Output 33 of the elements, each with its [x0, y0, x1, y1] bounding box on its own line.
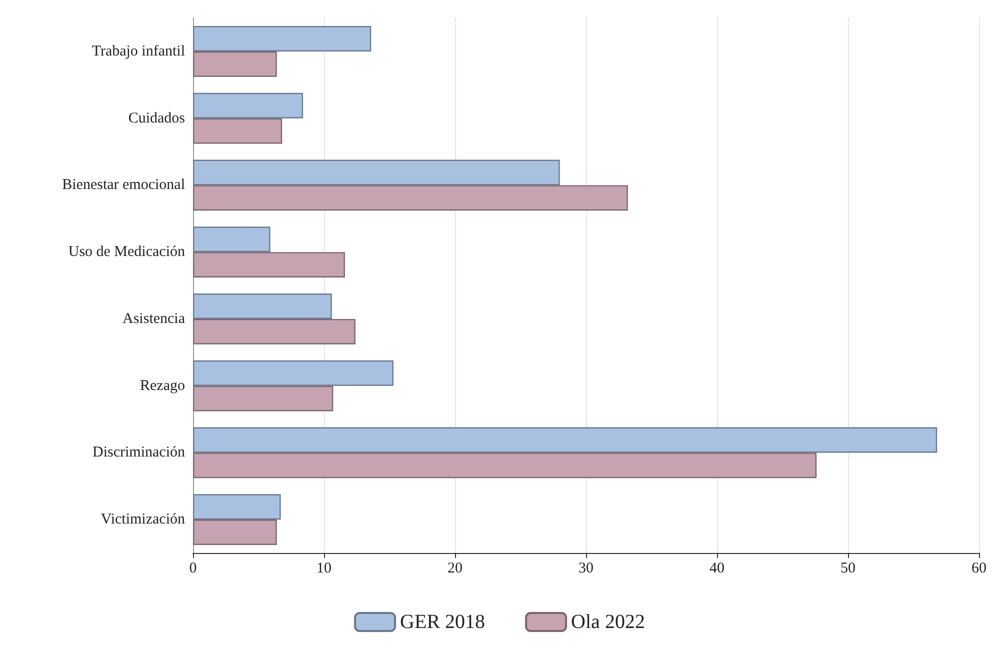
legend-label: Ola 2022	[571, 611, 645, 633]
bar	[193, 226, 270, 252]
bar	[193, 452, 817, 478]
bar	[193, 360, 394, 386]
x-tick-label: 30	[578, 560, 594, 576]
y-tick-label: Asistencia	[122, 310, 186, 327]
bar	[193, 185, 628, 211]
bar	[193, 252, 345, 278]
bar	[193, 386, 334, 412]
bar	[193, 520, 277, 545]
bar	[193, 92, 304, 118]
y-tick-label: Trabajo infantil	[92, 43, 185, 60]
x-tick-label: 10	[316, 560, 332, 576]
y-tick-label: Discriminación	[92, 444, 186, 461]
bar	[193, 160, 560, 186]
bar	[193, 427, 938, 453]
y-tick-label: Victimización	[100, 512, 186, 528]
bar	[193, 494, 281, 520]
x-tick-label: 20	[448, 560, 462, 576]
bar	[193, 318, 356, 344]
bar	[193, 26, 372, 52]
bar	[193, 51, 277, 77]
x-tick-label: 60	[972, 560, 986, 576]
x-tick-label: 40	[710, 560, 724, 576]
y-tick-label: Rezago	[140, 378, 185, 394]
x-tick-label: 50	[840, 560, 856, 576]
legend-label: GER 2018	[400, 611, 486, 633]
bar	[193, 294, 332, 319]
bar	[193, 118, 282, 144]
y-tick-label: Uso de Medicación	[68, 244, 186, 260]
y-tick-label: Bienestar emocional	[62, 177, 185, 194]
x-tick-label: 0	[189, 560, 197, 576]
y-tick-label: Cuidados	[128, 110, 186, 126]
